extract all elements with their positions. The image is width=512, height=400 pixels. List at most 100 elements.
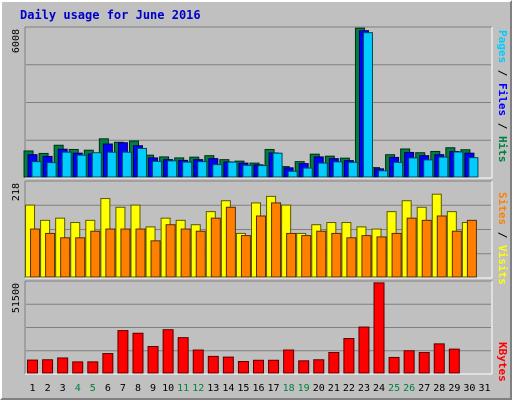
x-tick-label-8: 8	[135, 383, 141, 394]
bar-kbytes-day-27	[418, 352, 430, 374]
x-tick-label-28: 28	[433, 383, 445, 394]
x-tick-label-25: 25	[388, 383, 400, 394]
x-tick-label-7: 7	[120, 383, 126, 394]
bar-pages-day-3	[61, 151, 72, 178]
x-tick-label-13: 13	[207, 383, 219, 394]
bar-pages-day-12	[197, 161, 208, 178]
bar-kbytes-day-12	[192, 349, 204, 374]
bar-sites-day-25	[391, 232, 402, 278]
bar-kbytes-day-23	[358, 326, 370, 374]
x-tick-label-23: 23	[358, 383, 370, 394]
legend-visits_sites: Sites / Visits	[496, 192, 509, 285]
bar-pages-day-22	[347, 161, 358, 178]
legend-entry-files: Files	[496, 83, 509, 116]
bar-pages-day-7	[121, 151, 132, 178]
bar-pages-day-17	[272, 152, 283, 178]
bar-sites-day-26	[406, 217, 417, 278]
bar-kbytes-day-16	[253, 359, 264, 374]
bar-pages-day-5	[91, 152, 102, 178]
bar-sites-day-3	[60, 237, 71, 278]
legend-entry-pages: Pages	[496, 30, 509, 63]
bar-sites-day-4	[75, 237, 86, 278]
bar-kbytes-day-2	[42, 359, 54, 374]
bar-pages-day-16	[257, 165, 268, 178]
x-tick-label-16: 16	[252, 383, 264, 394]
bar-pages-day-13	[212, 164, 223, 178]
bar-pages-day-10	[167, 160, 178, 178]
bar-sites-day-22	[346, 237, 357, 278]
bar-kbytes-day-14	[222, 356, 234, 374]
bar-pages-day-8	[136, 147, 147, 178]
bar-sites-day-1	[30, 228, 41, 278]
bar-sites-day-13	[210, 217, 221, 278]
bar-sites-day-15	[240, 235, 251, 278]
x-tick-label-17: 17	[268, 383, 280, 394]
bar-kbytes-day-29	[448, 348, 460, 374]
bar-kbytes-day-1	[27, 359, 39, 374]
bar-pages-day-2	[46, 162, 57, 178]
x-tick-label-5: 5	[90, 383, 96, 394]
bar-pages-day-6	[106, 151, 117, 178]
bar-pages-day-9	[152, 160, 163, 178]
bar-pages-day-1	[31, 161, 42, 178]
bar-pages-day-27	[423, 159, 434, 178]
x-tick-label-6: 6	[105, 383, 111, 394]
max-label-kbytes: 51500	[11, 283, 22, 313]
x-tick-label-9: 9	[150, 383, 156, 394]
bar-sites-day-29	[451, 230, 462, 278]
bar-pages-day-20	[317, 162, 328, 178]
x-tick-label-20: 20	[313, 383, 325, 394]
legend-entry-sites: Sites	[496, 192, 509, 225]
x-tick-label-11: 11	[177, 383, 189, 394]
bar-pages-day-29	[453, 151, 464, 178]
bar-kbytes-day-11	[177, 337, 189, 374]
bar-sites-day-21	[331, 232, 342, 278]
bar-sites-day-9	[150, 240, 161, 278]
bar-kbytes-day-5	[87, 361, 99, 374]
bar-kbytes-day-28	[433, 343, 445, 374]
x-tick-label-10: 10	[162, 383, 174, 394]
bar-sites-day-12	[195, 230, 206, 278]
bar-pages-day-15	[242, 164, 253, 178]
x-tick-label-27: 27	[418, 383, 430, 394]
bar-sites-day-20	[316, 230, 327, 278]
x-tick-label-26: 26	[403, 383, 415, 394]
bar-sites-day-23	[361, 235, 372, 278]
bar-pages-day-25	[393, 161, 404, 178]
bar-sites-day-5	[90, 230, 101, 278]
bar-kbytes-day-19	[298, 360, 310, 374]
bar-sites-day-27	[421, 219, 432, 278]
legend-entry-kbytes: KBytes	[496, 342, 509, 382]
legend-entry-visits: Visits	[496, 245, 509, 285]
bar-pages-day-23	[362, 32, 373, 178]
bar-sites-day-8	[135, 228, 146, 278]
bar-kbytes-day-10	[162, 329, 174, 374]
bar-kbytes-day-4	[72, 361, 84, 374]
bar-pages-day-11	[182, 161, 193, 178]
bar-sites-day-28	[436, 215, 447, 278]
bar-pages-day-21	[332, 161, 343, 178]
x-tick-label-14: 14	[222, 383, 234, 394]
bar-kbytes-day-13	[207, 355, 219, 374]
bar-sites-day-16	[256, 215, 266, 278]
bar-sites-day-14	[225, 206, 236, 278]
bar-sites-day-6	[105, 228, 116, 278]
x-tick-label-30: 30	[463, 383, 475, 394]
bar-kbytes-day-26	[403, 350, 415, 374]
bar-sites-day-7	[120, 228, 131, 278]
x-tick-label-3: 3	[60, 383, 66, 394]
bar-kbytes-day-25	[388, 356, 400, 374]
bar-kbytes-day-6	[102, 353, 114, 374]
bar-pages-day-26	[408, 157, 419, 178]
x-tick-label-18: 18	[283, 383, 295, 394]
bar-kbytes-day-7	[117, 330, 129, 374]
bar-sites-day-18	[286, 232, 297, 278]
bar-kbytes-day-21	[328, 352, 340, 374]
bar-sites-day-19	[301, 235, 312, 278]
bar-pages-day-24	[378, 170, 389, 178]
max-label-hits_files_pages: 6008	[11, 29, 22, 53]
chart-title: Daily usage for June 2016	[20, 8, 201, 22]
bar-kbytes-day-9	[147, 345, 159, 374]
x-tick-label-22: 22	[343, 383, 355, 394]
x-tick-label-19: 19	[298, 383, 310, 394]
